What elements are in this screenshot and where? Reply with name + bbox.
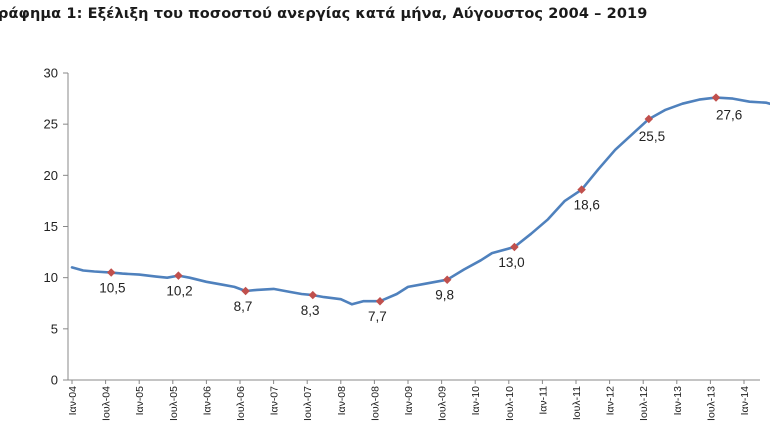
unemployment-series: [70, 96, 770, 306]
data-point-marker: [711, 93, 721, 102]
x-tick-label: Ιαν-08: [336, 386, 348, 416]
data-label: 18,6: [574, 198, 600, 213]
data-label: 27,6: [716, 108, 742, 123]
data-label: 8,7: [234, 299, 253, 314]
data-label: 10,2: [166, 284, 192, 299]
data-point-marker: [510, 242, 519, 252]
y-axis-ticks: 0 5 10 15 20 25 30: [44, 66, 68, 388]
data-label: 13,0: [498, 255, 524, 270]
unemployment-rate-line: [70, 96, 770, 306]
x-tick-label: Ιουλ-09: [437, 386, 449, 421]
x-tick-label: Ιουλ-13: [705, 386, 717, 421]
y-tick-label: 15: [44, 219, 58, 234]
x-tick-label: Ιουλ-11: [571, 386, 583, 420]
y-tick-label: 20: [44, 168, 58, 183]
data-point-marker: [106, 268, 116, 277]
y-tick-label: 5: [51, 321, 58, 336]
x-tick-label: Ιαν-04: [67, 386, 79, 416]
data-point-marker: [375, 296, 385, 306]
x-tick-label: Ιουλ-06: [235, 386, 247, 421]
data-point-marker: [442, 275, 452, 284]
x-tick-label: Ιαν-12: [605, 386, 617, 416]
x-tick-label: Ιουλ-04: [101, 386, 113, 421]
x-tick-label: Ιουλ-07: [302, 386, 314, 421]
x-tick-label: Ιαν-09: [403, 386, 415, 416]
data-label: 7,7: [368, 309, 387, 324]
x-tick-label: Ιαν-10: [470, 386, 482, 416]
data-point-marker: [174, 271, 183, 280]
x-tick-label: Ιουλ-08: [369, 386, 381, 421]
data-label: 25,5: [639, 129, 665, 144]
chart-axes: [67, 73, 760, 381]
data-label: 8,3: [301, 303, 320, 318]
x-axis-ticks: Ιαν-04 Ιουλ-04 Ιαν-05 Ιουλ-05 Ιαν-06 Ιουλ-06 Ι…: [67, 380, 751, 421]
x-tick-label: Ιαν-13: [672, 386, 684, 416]
x-tick-label: Ιουλ-12: [638, 386, 650, 421]
y-tick-label: 30: [44, 66, 58, 81]
data-point-marker: [308, 290, 318, 300]
x-tick-label: Ιαν-05: [134, 386, 146, 416]
data-point-marker: [241, 286, 250, 296]
x-tick-label: Ιαν-14: [739, 386, 751, 416]
x-tick-label: Ιαν-06: [201, 386, 213, 416]
y-tick-label: 10: [44, 270, 58, 285]
chart-title: ράφημα 1: Εξέλιξη του ποσοστού ανεργίας …: [0, 6, 648, 22]
x-tick-label: Ιουλ-10: [504, 386, 516, 421]
data-labels: 10,510,28,78,37,79,813,018,625,527,626,1…: [99, 108, 742, 325]
y-tick-label: 0: [51, 373, 58, 388]
x-tick-label: Ιαν-07: [269, 386, 281, 416]
y-tick-label: 25: [44, 117, 58, 132]
data-label: 9,8: [435, 288, 454, 303]
data-label: 10,5: [99, 281, 125, 296]
x-tick-label: Ιουλ-05: [168, 386, 180, 421]
x-tick-label: Ιαν-11: [537, 386, 549, 415]
data-markers: [106, 93, 721, 306]
